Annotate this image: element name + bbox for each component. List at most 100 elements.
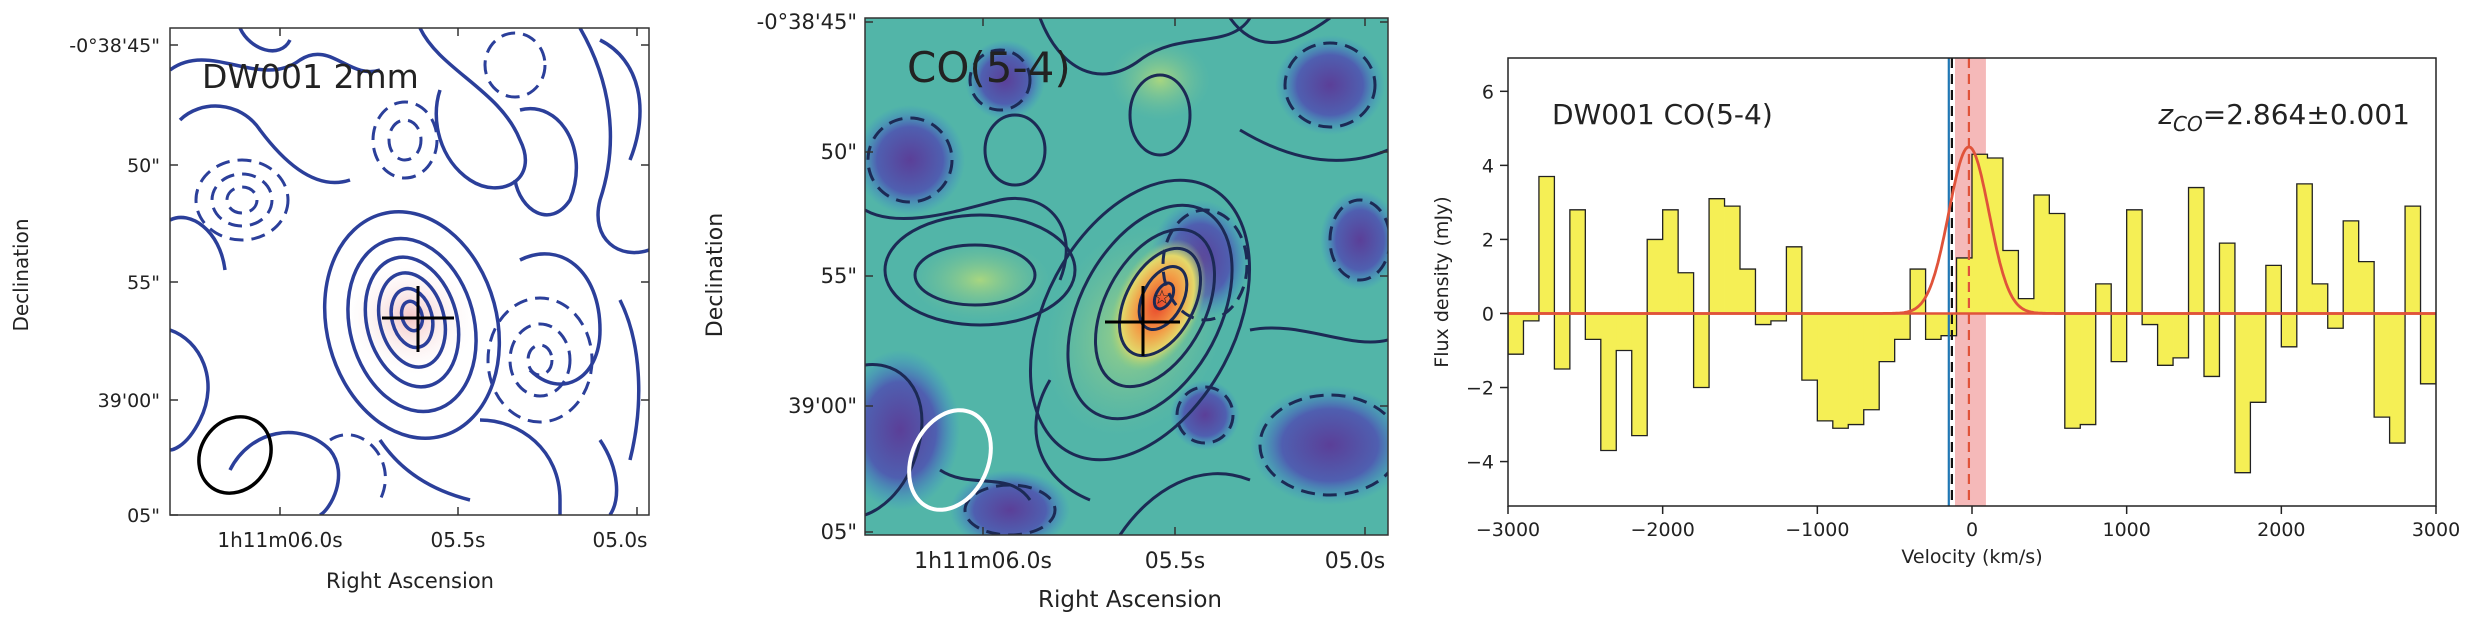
spectrum-bar — [1832, 313, 1849, 429]
middle-source-star-icon: ☆ — [1153, 285, 1171, 309]
spectrum-bar — [1631, 313, 1648, 436]
middle-panel: ☆ CO(5-4) -0°38'45" 50" 55" 39'00" 05" 1… — [703, 10, 1389, 613]
spectrum-bar — [1786, 246, 1803, 314]
y-tick-label: 6 — [1482, 81, 1494, 103]
left-ytick-label: -0°38'45" — [69, 35, 160, 57]
y-tick-label: 2 — [1482, 229, 1494, 251]
middle-xticklabels: 1h11m06.0s 05.5s 05.0s — [914, 549, 1385, 574]
left-beam-ellipse — [197, 415, 273, 495]
gaussian-fit-line — [1508, 145, 2436, 315]
x-tick-label: 2000 — [2257, 519, 2305, 541]
spectrum-bar — [2343, 220, 2360, 314]
spectrum-ylabel: Flux density (mJy) — [1431, 196, 1453, 367]
left-ytick-label: 05" — [127, 505, 160, 527]
spectrum-bar — [1740, 269, 1756, 314]
spectrum-xticks: −3000 −2000 −1000 0 1000 2000 3000 — [1476, 506, 2460, 541]
right-panel: −3000 −2000 −1000 0 1000 2000 3000 −4 −2 0 2 4 6 DW… — [1431, 57, 2460, 568]
y-tick-label: −4 — [1466, 452, 1494, 474]
middle-ylabel: Declination — [703, 213, 728, 337]
spectrum-bar — [2157, 313, 2174, 366]
spectrum-bar — [2049, 213, 2066, 314]
spectrum-bar — [2265, 265, 2282, 314]
x-tick-label: −3000 — [1476, 519, 1540, 541]
spectrum-bar — [1600, 313, 1617, 451]
spectrum-bar — [2095, 283, 2112, 314]
middle-xtick-label: 1h11m06.0s — [914, 549, 1052, 574]
spectrum-bar — [2312, 283, 2329, 314]
left-panel: DW001 2mm -0°38'45" 50" 55" 39'00" 05" 1… — [9, 27, 650, 593]
spectrum-bar — [2204, 313, 2220, 377]
spectrum-bar — [2219, 243, 2236, 314]
redshift-annotation: zCO=2.864±0.001 — [2157, 98, 2410, 136]
spectrum-bar — [2389, 313, 2406, 444]
spectrum-bar — [1616, 313, 1633, 351]
spectrum-bar — [2405, 206, 2421, 314]
left-xticklabels: 1h11m06.0s 05.5s 05.0s — [217, 528, 647, 552]
spectrum-bar — [1538, 176, 1555, 314]
spectrum-panel-label: DW001 CO(5-4) — [1552, 98, 1773, 131]
spectrum-bar — [2188, 187, 2205, 314]
y-tick-label: −2 — [1466, 378, 1494, 400]
spectrum-bar — [2281, 313, 2298, 347]
spectrum-bar — [1647, 239, 1664, 314]
spectrum-bar — [2064, 313, 2081, 429]
left-xlabel: Right Ascension — [326, 569, 494, 593]
spectrum-bar — [1956, 257, 1973, 314]
middle-ytick-label: 39'00" — [788, 394, 857, 418]
redshift-value: =2.864±0.001 — [2203, 98, 2410, 131]
x-tick-label: −2000 — [1631, 519, 1695, 541]
y-tick-label: 0 — [1482, 303, 1494, 325]
spectrum-bar — [1972, 154, 1988, 314]
middle-xlabel: Right Ascension — [1038, 587, 1222, 613]
left-xtick-label: 1h11m06.0s — [217, 528, 342, 552]
spectrum-bar — [1554, 313, 1571, 370]
spectrum-bar — [1709, 198, 1725, 314]
spectrum-bar — [1879, 313, 1896, 362]
spectrum-bar — [2002, 250, 2019, 314]
spectrum-bar — [2033, 194, 2050, 314]
spectrum-bar — [1770, 313, 1787, 321]
spectrum-bar — [1817, 313, 1834, 421]
spectrum-step-outline — [1508, 153, 2436, 474]
left-yticklabels: -0°38'45" 50" 55" 39'00" 05" — [69, 35, 160, 527]
spectrum-bar — [1569, 209, 1586, 314]
spectrum-bar — [2250, 313, 2267, 403]
left-ylabel: Declination — [9, 218, 33, 331]
left-xtick-label: 05.0s — [593, 528, 648, 552]
spectrum-bar — [1508, 313, 1524, 355]
middle-yticklabels: -0°38'45" 50" 55" 39'00" 05" — [757, 10, 857, 544]
spectrum-bar — [2374, 313, 2390, 418]
middle-ytick-label: -0°38'45" — [757, 10, 857, 34]
x-tick-label: 3000 — [2412, 519, 2460, 541]
x-tick-label: −1000 — [1785, 519, 1849, 541]
spectrum-bar — [2358, 261, 2375, 314]
left-panel-label: DW001 2mm — [202, 57, 419, 96]
spectrum-bar — [1662, 209, 1679, 314]
spectrum-bars — [1508, 154, 2436, 473]
middle-ytick-label: 05" — [821, 520, 857, 544]
spectrum-bar — [2142, 313, 2158, 325]
x-tick-label: 1000 — [2102, 519, 2150, 541]
spectrum-bar — [1801, 313, 1818, 381]
middle-ticks — [865, 18, 1388, 535]
spectrum-bar — [2126, 209, 2143, 314]
spectrum-bar — [1585, 313, 1602, 340]
middle-intensity-map: ☆ — [865, 18, 1388, 535]
spectrum-yticks: −4 −2 0 2 4 6 — [1466, 81, 1508, 474]
spectrum-bar — [1894, 313, 1911, 340]
spectrum-bar — [1755, 313, 1772, 325]
spectrum-bar — [2420, 313, 2436, 384]
spectrum-bar — [1678, 272, 1694, 314]
spectrum-bar — [2234, 313, 2251, 473]
spectrum-bar — [1693, 313, 1710, 388]
spectrum-bar — [1987, 157, 2004, 314]
left-ytick-label: 50" — [127, 155, 160, 177]
x-tick-label: 0 — [1966, 519, 1978, 541]
left-ytick-label: 55" — [127, 272, 160, 294]
left-frame — [169, 27, 650, 516]
spectrum-bar — [2173, 313, 2189, 358]
redshift-subscript: CO — [2173, 112, 2203, 136]
spectrum-bar — [1925, 313, 1942, 340]
spectrum-bar — [2111, 313, 2128, 362]
middle-ytick-label: 50" — [821, 140, 857, 164]
